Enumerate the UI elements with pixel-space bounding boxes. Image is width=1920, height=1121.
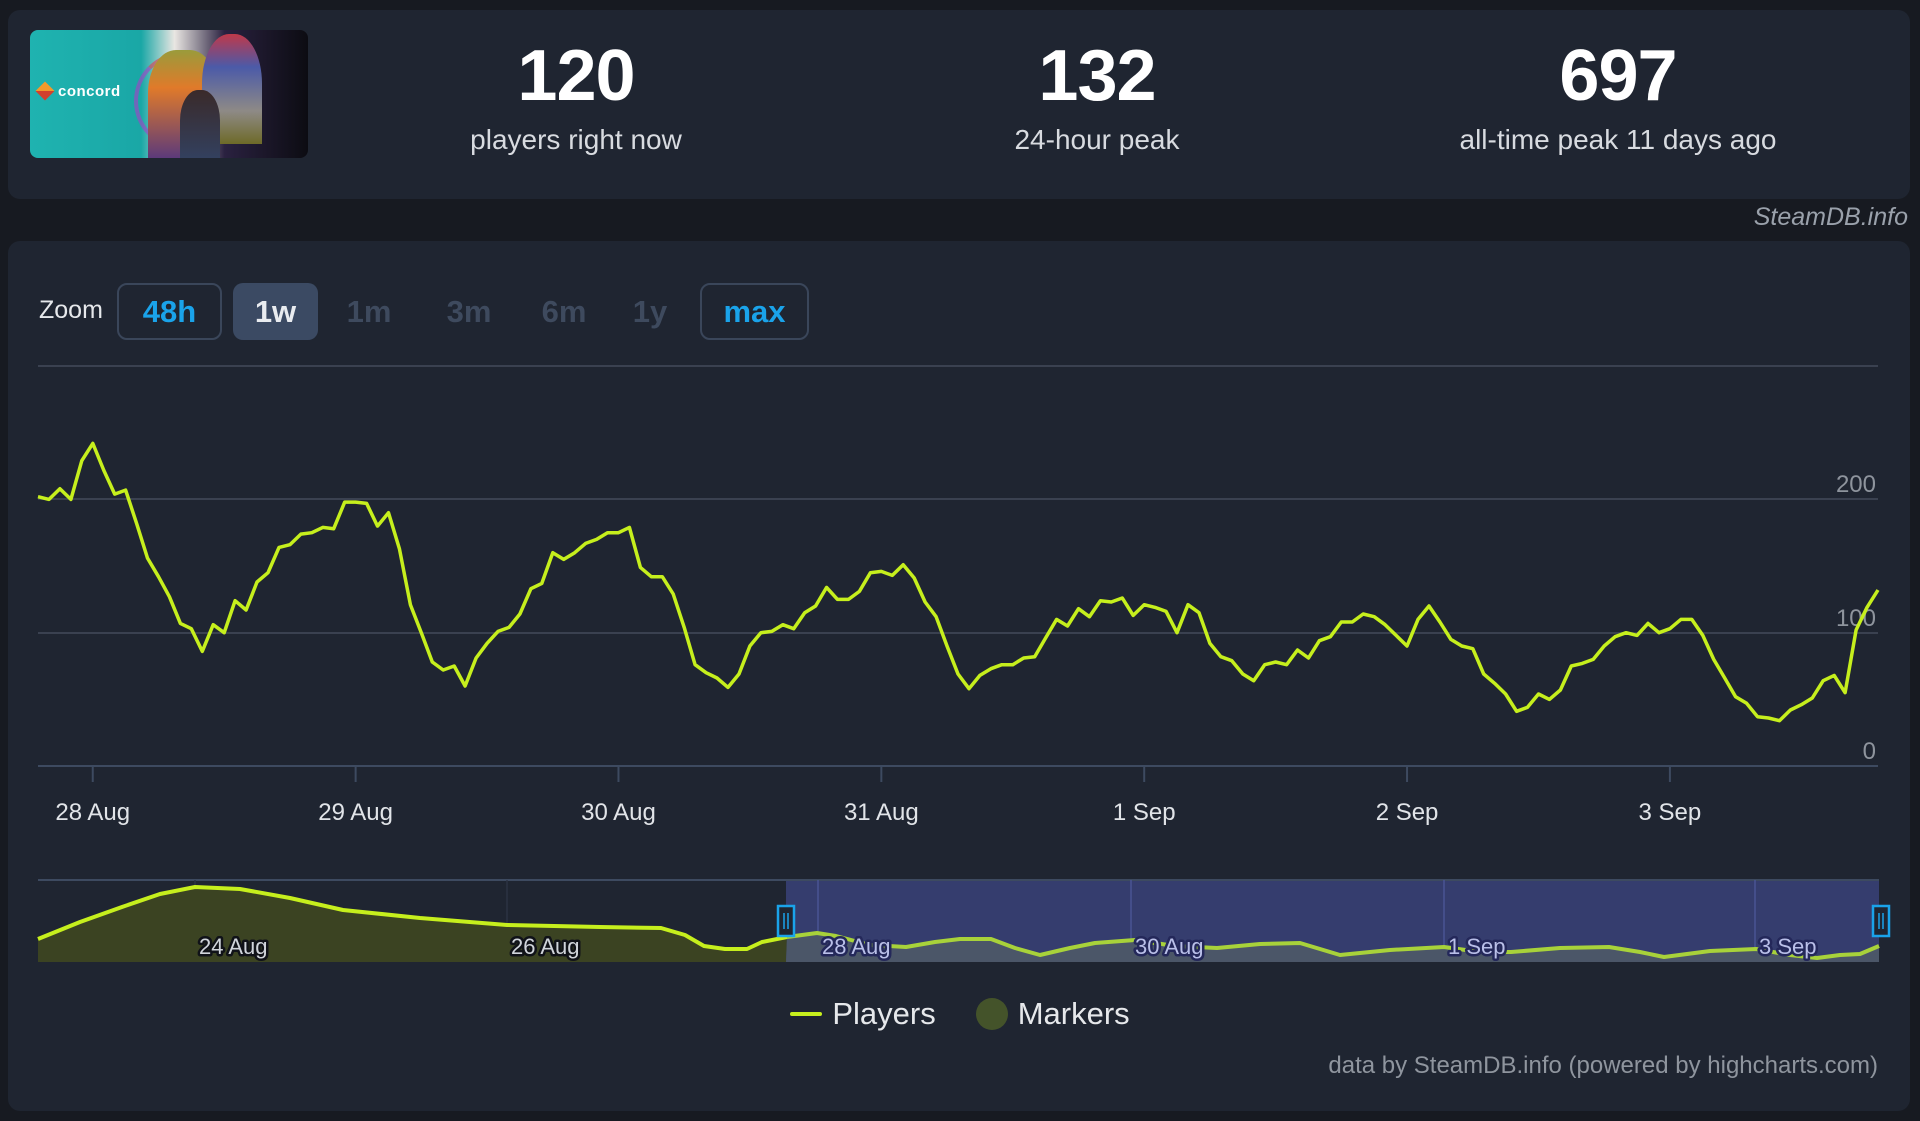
navigator-tick-label: 26 Aug bbox=[511, 934, 580, 959]
navigator-tick-label: 28 Aug bbox=[822, 934, 891, 959]
game-logo-text: concord bbox=[58, 82, 121, 100]
players-legend-line-icon bbox=[790, 1012, 823, 1016]
game-logo: concord bbox=[35, 81, 121, 101]
zoom-label: Zoom bbox=[39, 296, 103, 324]
legend-players-label: Players bbox=[832, 996, 936, 1031]
x-tick-label: 31 Aug bbox=[844, 799, 919, 826]
x-tick-label: 1 Sep bbox=[1113, 799, 1176, 826]
x-tick-label: 28 Aug bbox=[55, 799, 130, 826]
all-time-peak-label: all-time peak 11 days ago bbox=[1459, 124, 1777, 155]
navigator-line-unselected bbox=[37, 885, 788, 951]
zoom-1w-button[interactable]: 1w bbox=[233, 283, 318, 340]
navigator-handle-box bbox=[1871, 904, 1891, 938]
zoom-48h-button[interactable]: 48h bbox=[117, 283, 222, 340]
navigator-tick-label: 1 Sep bbox=[1448, 934, 1506, 959]
zoom-1m-button[interactable]: 1m bbox=[346, 293, 392, 329]
all-time-peak-value: 697 bbox=[1559, 36, 1677, 116]
zoom-6m-button[interactable]: 6m bbox=[541, 293, 587, 329]
navigator-left-handle[interactable] bbox=[776, 904, 796, 938]
navigator-area-unselected bbox=[38, 887, 787, 962]
current-players-value: 120 bbox=[517, 36, 635, 116]
y-tick-label: 0 bbox=[1863, 738, 1876, 765]
stat-24h-peak: 132 24-hour peak bbox=[887, 36, 1307, 158]
x-tick-label: 2 Sep bbox=[1376, 799, 1439, 826]
navigator-line-selected bbox=[786, 931, 1880, 960]
highcharts-credits-link[interactable]: data by SteamDB.info (powered by highcha… bbox=[1328, 1052, 1878, 1079]
zoom-max-button[interactable]: max bbox=[700, 283, 809, 340]
steamdb-credit-link[interactable]: SteamDB.info bbox=[1753, 203, 1908, 231]
chart-legend: Players Markers bbox=[0, 996, 1920, 1032]
navigator-area-selected bbox=[786, 933, 1879, 962]
game-thumbnail[interactable]: concord bbox=[30, 30, 308, 158]
legend-item-players[interactable]: Players bbox=[790, 996, 936, 1032]
navigator-tick-label: 24 Aug bbox=[199, 934, 268, 959]
stat-all-time-peak: 697 all-time peak 11 days ago bbox=[1408, 36, 1828, 158]
markers-legend-dot-icon bbox=[975, 998, 1008, 1030]
players-series-line[interactable] bbox=[37, 441, 1880, 723]
x-tick-label: 3 Sep bbox=[1639, 799, 1702, 826]
24h-peak-value: 132 bbox=[1038, 36, 1156, 116]
navigator-tick-label: 3 Sep bbox=[1759, 934, 1817, 959]
zoom-3m-button[interactable]: 3m bbox=[446, 293, 492, 329]
zoom-1y-button[interactable]: 1y bbox=[632, 293, 668, 329]
x-tick-label: 29 Aug bbox=[318, 799, 393, 826]
24h-peak-label: 24-hour peak bbox=[1014, 124, 1180, 155]
navigator-right-handle[interactable] bbox=[1871, 904, 1891, 938]
navigator-handle-box bbox=[776, 904, 796, 938]
navigator[interactable]: 24 Aug 26 Aug 28 Aug 30 Aug 1 Sep 3 Sep bbox=[37, 879, 1891, 962]
legend-markers-label: Markers bbox=[1017, 996, 1130, 1031]
stats-panel bbox=[8, 10, 1910, 199]
thumbnail-hero-art bbox=[180, 90, 220, 158]
navigator-tick-label: 30 Aug bbox=[1135, 934, 1204, 959]
stat-current-players: 120 players right now bbox=[366, 36, 786, 158]
chart-gridlines bbox=[38, 365, 1878, 767]
y-tick-label: 200 bbox=[1836, 471, 1876, 498]
x-tick-label: 30 Aug bbox=[581, 799, 656, 826]
legend-item-markers[interactable]: Markers bbox=[975, 996, 1130, 1032]
x-axis: 28 Aug 29 Aug 30 Aug 31 Aug 1 Sep 2 Sep 3 Sep bbox=[55, 766, 1701, 826]
current-players-label: players right now bbox=[470, 124, 682, 155]
